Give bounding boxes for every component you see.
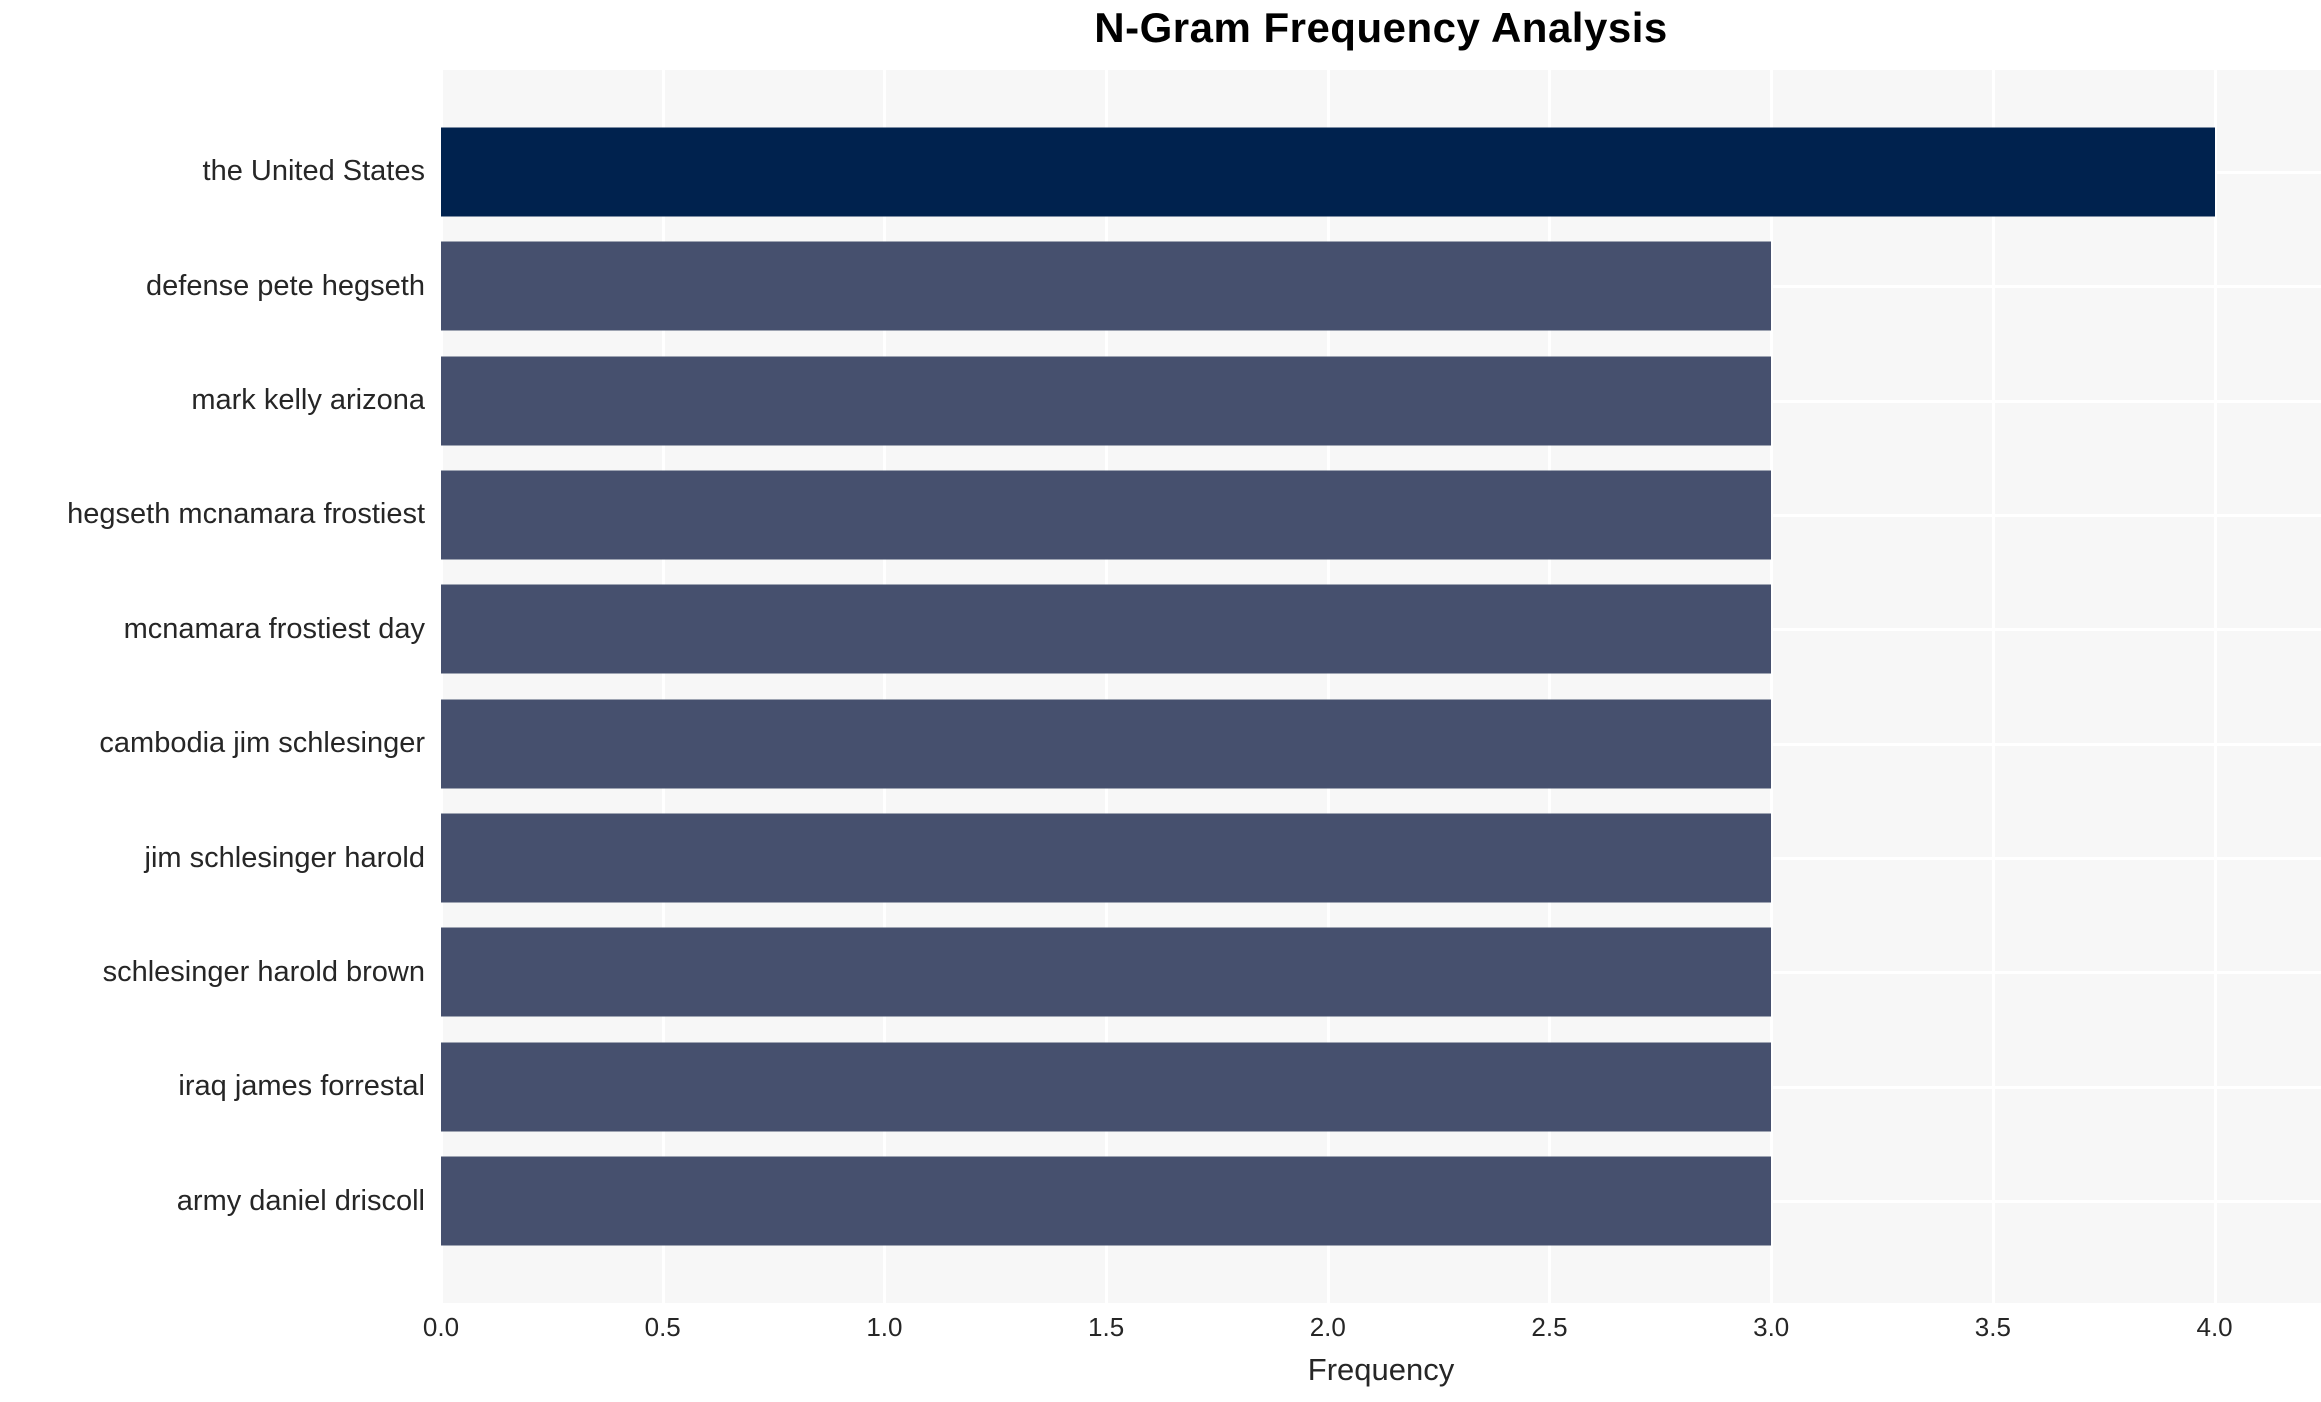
bar-track <box>441 1144 2321 1258</box>
y-tick-label: cambodia jim schlesinger <box>99 727 425 760</box>
frequency-bar <box>441 356 1772 446</box>
frequency-bar <box>441 1042 1772 1132</box>
y-tick-label: schlesinger harold brown <box>102 955 425 988</box>
vertical-gridline <box>1991 70 1995 1303</box>
y-tick-label: mark kelly arizona <box>191 384 425 417</box>
x-tick-label: 3.5 <box>1974 1312 2011 1342</box>
frequency-bar <box>441 813 1772 903</box>
bar-track <box>441 115 2321 229</box>
y-tick-label: the United States <box>202 155 425 188</box>
frequency-bar <box>441 127 2215 217</box>
vertical-gridline <box>440 70 443 1303</box>
vertical-gridline <box>1105 70 1109 1303</box>
bar-rows: the United States defense pete hegseth mar… <box>0 70 2321 1303</box>
x-axis-label: Frequency <box>1307 1352 1455 1387</box>
y-tick-label: defense pete hegseth <box>146 269 425 302</box>
bar-track <box>441 687 2321 801</box>
bar-row: cambodia jim schlesinger <box>0 687 2321 801</box>
vertical-gridline <box>2213 70 2217 1303</box>
y-tick-label: iraq james forrestal <box>178 1070 425 1103</box>
bar-track <box>441 572 2321 686</box>
frequency-bar <box>441 699 1772 789</box>
x-tick-label: 1.5 <box>1088 1312 1125 1342</box>
chart-title: N-Gram Frequency Analysis <box>1094 4 1668 51</box>
bar-row: hegseth mcnamara frostiest <box>0 458 2321 572</box>
x-axis-ticks: 0.0 0.5 1.0 1.5 2.0 2.5 3.0 3.5 4.0 <box>423 1312 2321 1346</box>
y-tick-label: jim schlesinger harold <box>144 841 425 874</box>
bar-row: army daniel driscoll <box>0 1144 2321 1258</box>
bar-row: the United States <box>0 115 2321 229</box>
vertical-gridline <box>883 70 887 1303</box>
frequency-bar <box>441 1156 1772 1246</box>
bar-row: iraq james forrestal <box>0 1030 2321 1144</box>
y-tick-label: hegseth mcnamara frostiest <box>67 498 425 531</box>
x-tick-label: 2.0 <box>1309 1312 1346 1342</box>
x-tick-label: 1.0 <box>866 1312 903 1342</box>
frequency-bar <box>441 470 1772 560</box>
x-tick-label: 3.0 <box>1753 1312 1790 1342</box>
bar-row: mark kelly arizona <box>0 343 2321 457</box>
y-tick-label: army daniel driscoll <box>176 1184 425 1217</box>
x-tick-label: 2.5 <box>1531 1312 1568 1342</box>
y-tick-label: mcnamara frostiest day <box>123 612 425 645</box>
bar-row: jim schlesinger harold <box>0 801 2321 915</box>
bar-row: defense pete hegseth <box>0 229 2321 343</box>
bar-track <box>441 915 2321 1029</box>
x-tick-label: 0.0 <box>422 1312 460 1342</box>
bar-track <box>441 801 2321 915</box>
bar-track <box>441 229 2321 343</box>
vertical-gridline <box>1548 70 1552 1303</box>
bar-track <box>441 458 2321 572</box>
x-tick-label: 4.0 <box>2196 1312 2233 1342</box>
vertical-gridline <box>1326 70 1330 1303</box>
vertical-gridline <box>1770 70 1774 1303</box>
bar-row: mcnamara frostiest day <box>0 572 2321 686</box>
x-tick-label: 0.5 <box>644 1312 681 1342</box>
frequency-bar <box>441 584 1772 674</box>
bar-row: schlesinger harold brown <box>0 915 2321 1029</box>
frequency-bar <box>441 241 1772 331</box>
bar-track <box>441 1030 2321 1144</box>
frequency-bar <box>441 927 1772 1017</box>
bar-track <box>441 343 2321 457</box>
vertical-gridline <box>661 70 665 1303</box>
